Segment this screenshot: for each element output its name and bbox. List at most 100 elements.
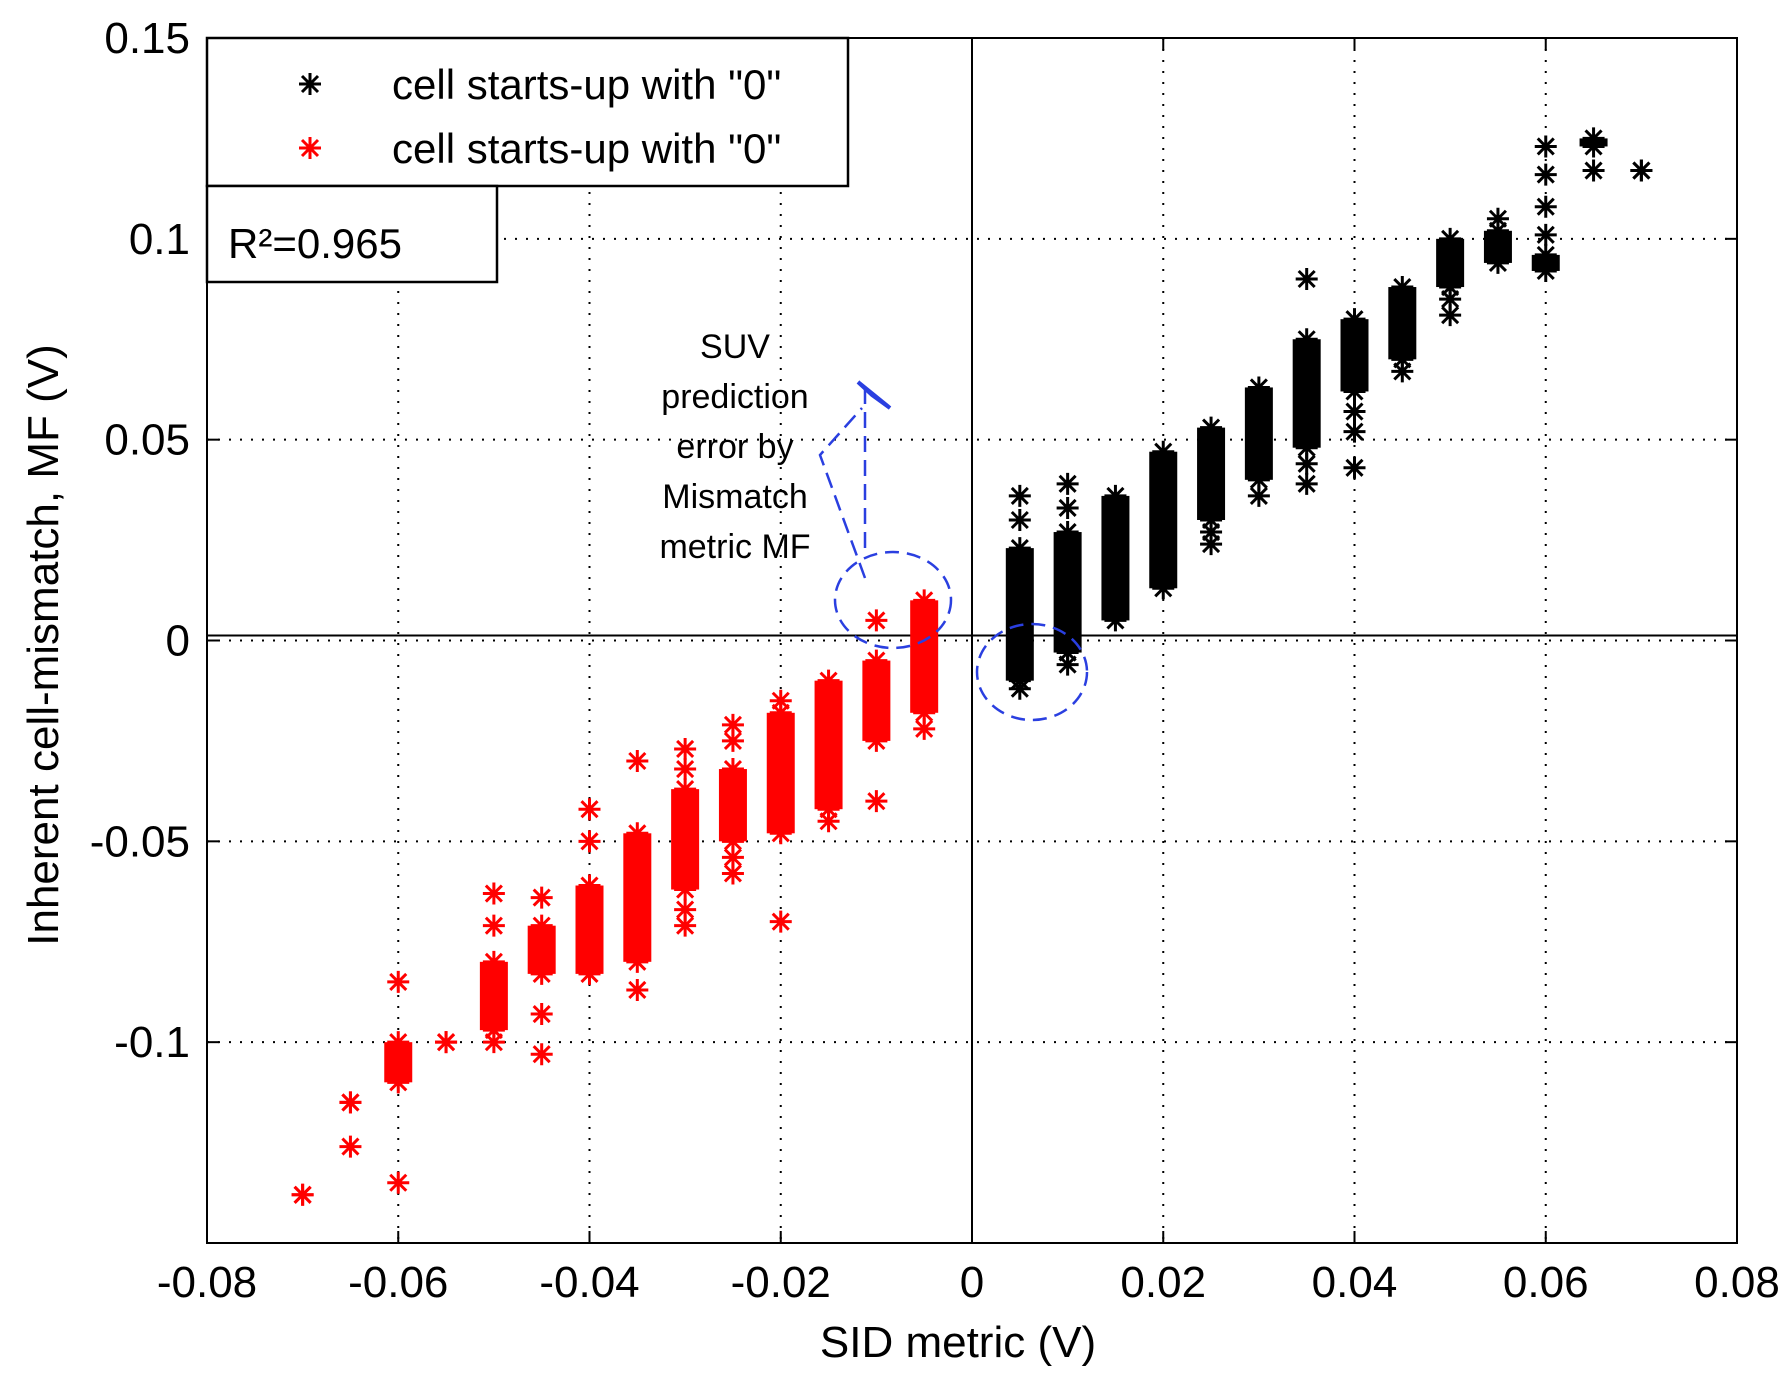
point-cluster [814,680,843,810]
data-point [1391,360,1414,383]
data-point [1486,207,1509,230]
data-point [482,950,505,973]
annotation-text: Mismatch [662,478,807,516]
point-cluster [1005,548,1034,681]
data-point [1343,400,1366,423]
data-point [1200,533,1223,556]
data-point [913,701,936,724]
data-point [387,970,410,993]
data-point [721,862,744,885]
data-point [1056,653,1079,676]
y-tick-label: 0.15 [104,14,190,63]
data-point [1534,223,1557,246]
data-point [674,878,697,901]
x-tick-label: 0.02 [1120,1258,1206,1307]
annotation-text: metric MF [659,528,810,566]
data-point [1439,227,1462,250]
data-point [1200,521,1223,544]
x-tick-label: 0.04 [1312,1258,1398,1307]
data-point [1200,416,1223,439]
data-point [387,1031,410,1054]
data-point [578,798,601,821]
highlight-ellipse [833,550,953,650]
data-point [1582,135,1605,158]
x-tick-label: 0.08 [1694,1258,1780,1307]
data-point [817,669,840,692]
point-cluster [862,660,891,741]
annotation: SUV prediction error by Mismatch metric MF [659,328,1089,722]
data-point [674,914,697,937]
data-point [1295,328,1318,351]
data-point [1247,376,1270,399]
point-cluster [1388,287,1417,360]
data-point [626,822,649,845]
data-point [578,962,601,985]
data-point [721,729,744,752]
data-point [1104,484,1127,507]
point-cluster [1292,339,1321,448]
data-point [387,1171,410,1194]
x-tick-label: -0.02 [731,1258,831,1307]
data-point [387,1071,410,1094]
annotation-text: error by [676,428,793,466]
x-tick-label: -0.06 [348,1258,448,1307]
legend-box [205,36,850,188]
data-point [1056,641,1079,664]
data-point [1295,452,1318,475]
x-axis-label: SID metric (V) [820,1318,1096,1367]
data-point [1008,484,1031,507]
data-point [1295,268,1318,290]
data-point [291,1183,314,1206]
data-points [291,127,1653,1206]
data-point [1200,509,1223,531]
legend-marker [299,73,321,95]
data-point [1008,537,1031,560]
data-point [1534,163,1557,186]
annotation-text: prediction [661,378,808,416]
data-point [674,758,697,781]
point-cluster [575,885,604,974]
data-point [530,1003,553,1026]
data-point [626,978,649,1001]
data-point [1391,348,1414,371]
x-tick-label: 0.06 [1503,1258,1589,1307]
data-point [1008,509,1031,531]
data-point [769,822,792,845]
data-point [1104,609,1127,632]
series-2 [291,589,939,1206]
data-point [1343,456,1366,479]
data-point [769,689,792,712]
series-1 [1005,127,1653,700]
data-point [1343,308,1366,331]
data-point [913,717,936,740]
arrow-path [818,407,867,579]
x-tick-label: 0 [960,1258,984,1307]
y-axis-label: Inherent cell-mismatch, MF (V) [19,344,68,945]
data-point [721,846,744,869]
y-tick-label: -0.1 [114,1018,190,1067]
x-tick-label: -0.08 [157,1258,257,1307]
legend-marker [299,137,321,159]
point-cluster [1149,451,1178,589]
y-tick-label: 0 [166,617,190,666]
data-point [435,1031,458,1054]
axis-ticks: -0.08 -0.06 -0.04 -0.02 0 0.02 0.04 0.06 0.08 -0.… [90,14,1780,1307]
data-point [1439,276,1462,299]
highlight-ellipse [975,622,1089,722]
point-cluster [1340,319,1369,392]
data-point [1486,251,1509,274]
data-point [482,914,505,937]
legend-label: cell starts-up with "0" [392,125,781,172]
data-point [1056,472,1079,495]
data-point [339,1091,362,1114]
data-point [578,874,601,897]
data-point [1295,472,1318,495]
data-point [1534,259,1557,282]
data-point [1247,468,1270,491]
legend-label: cell starts-up with "0" [392,61,781,108]
arrowhead-icon [856,380,892,410]
point-cluster [1197,427,1226,520]
data-point [817,810,840,833]
legend: cell starts-up with "0" cell starts-up wi… [205,36,850,284]
data-point [530,1043,553,1066]
